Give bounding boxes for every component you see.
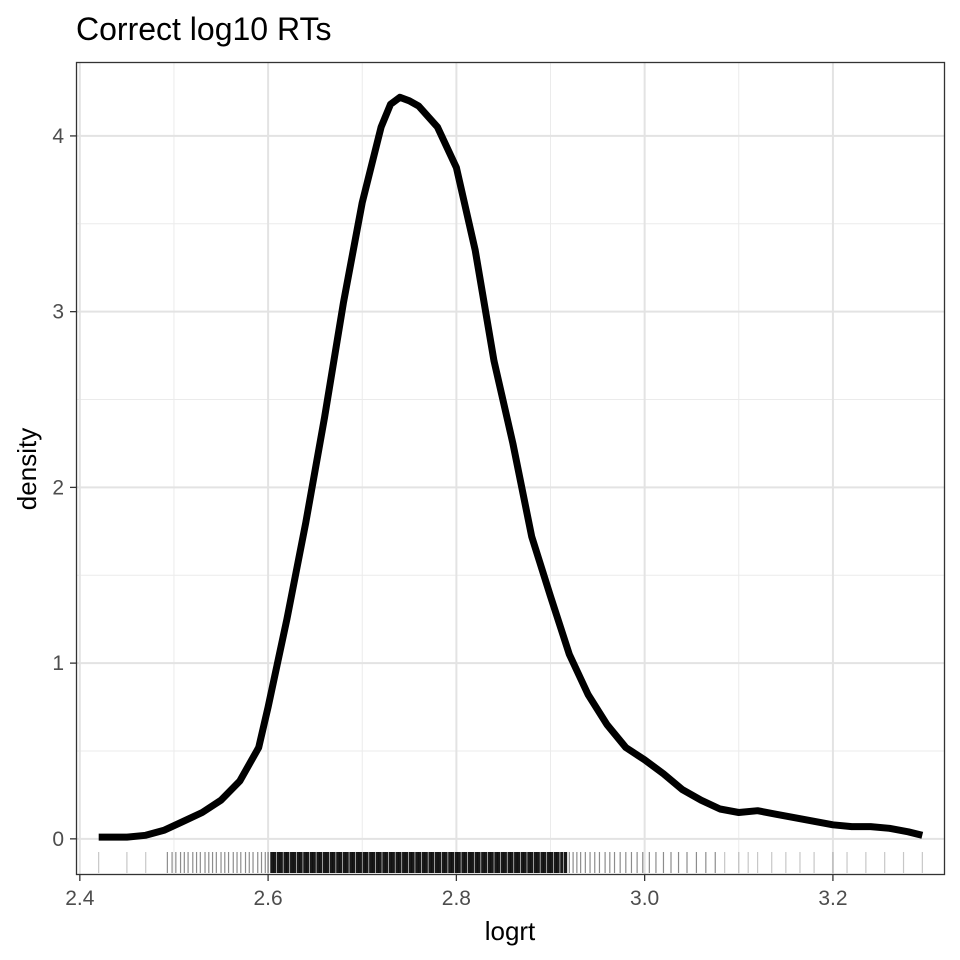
- y-tick-label: 1: [52, 652, 64, 675]
- x-axis: 2.4 2.6 2.8 3.0 3.2: [65, 874, 848, 910]
- y-axis: 0 1 2 3 4: [52, 125, 77, 851]
- grid-major: [77, 63, 944, 874]
- chart-title: Correct log10 RTs: [76, 11, 332, 47]
- y-axis-title: density: [12, 428, 42, 510]
- density-line: [98, 93, 924, 841]
- grid-minor: [77, 63, 944, 874]
- rug-plot: [98, 852, 923, 873]
- x-tick-label: 2.6: [253, 887, 282, 910]
- panel-border: [75, 61, 946, 876]
- x-tick-label: 2.8: [442, 887, 471, 910]
- x-tick-label: 3.2: [818, 887, 847, 910]
- y-tick-label: 3: [52, 301, 64, 324]
- series-layer: [98, 93, 924, 841]
- x-tick-label: 3.0: [630, 887, 659, 910]
- x-tick-label: 2.4: [65, 887, 95, 910]
- x-axis-title: logrt: [485, 916, 536, 946]
- y-tick-label: 0: [52, 828, 64, 851]
- y-tick-label: 4: [52, 125, 64, 148]
- y-tick-label: 2: [52, 476, 64, 499]
